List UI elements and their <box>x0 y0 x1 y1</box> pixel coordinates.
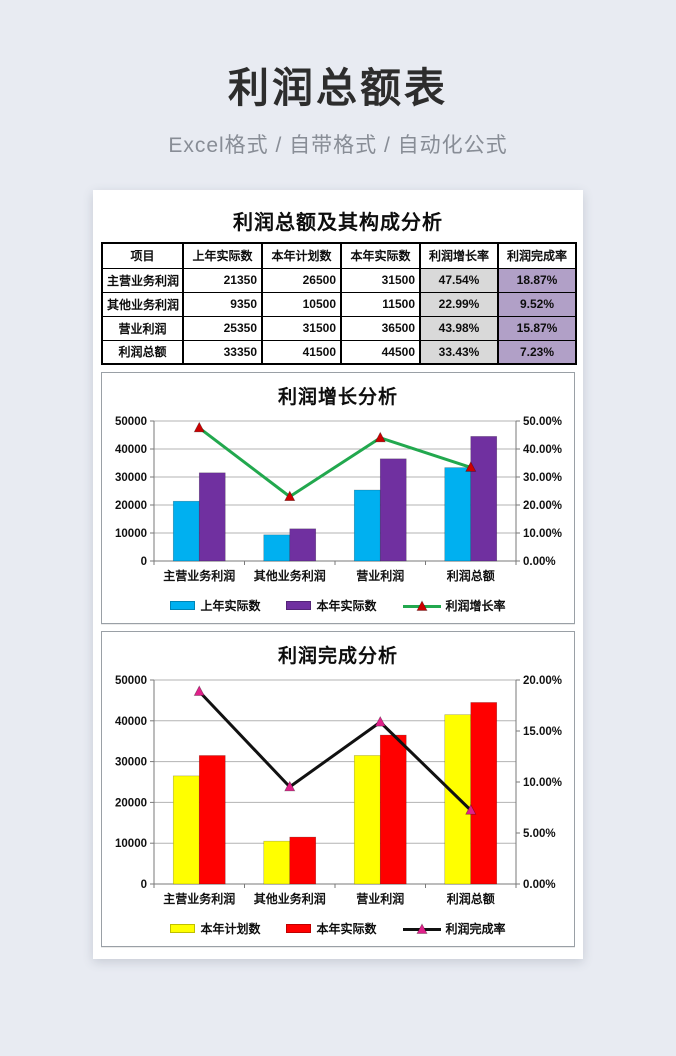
cell-plan: 31500 <box>261 315 342 341</box>
profit-completion-chart-title: 利润完成分析 <box>277 646 398 667</box>
table-title: 利润总额及其构成分析 <box>233 212 443 234</box>
header-item: 项目 <box>101 242 184 269</box>
table-header-row: 项目 上年实际数 本年计划数 本年实际数 利润增长率 利润完成率 <box>101 242 577 269</box>
legend-item: 本年计划数 <box>170 920 260 937</box>
cell-completion: 7.23% <box>497 339 577 365</box>
table-row: 利润总额 33350 41500 44500 33.43% 7.23% <box>101 339 577 365</box>
svg-text:20.00%: 20.00% <box>523 675 562 687</box>
legend-label: 本年实际数 <box>316 599 377 613</box>
profit-growth-chart-box: 利润增长分析 0 10000 20000 30000 40000 50000 0.00% 10… <box>101 372 575 624</box>
cell-actual: 11500 <box>340 291 421 317</box>
header-prev: 上年实际数 <box>182 242 263 269</box>
legend-label: 本年计划数 <box>200 922 261 936</box>
cell-completion: 15.87% <box>497 315 577 341</box>
cell-completion: 18.87% <box>497 267 577 293</box>
svg-text:利润总额: 利润总额 <box>447 891 495 906</box>
svg-text:40000: 40000 <box>115 716 147 728</box>
cell-growth: 43.98% <box>419 315 499 341</box>
cell-growth: 22.99% <box>419 291 499 317</box>
table-row: 其他业务利润 9350 10500 11500 22.99% 9.52% <box>101 291 577 317</box>
svg-text:50.00%: 50.00% <box>523 416 562 428</box>
svg-text:0: 0 <box>141 879 147 891</box>
svg-text:20.00%: 20.00% <box>523 500 562 512</box>
cell-actual: 44500 <box>340 339 421 365</box>
profit-completion-chart: 0 10000 20000 30000 40000 50000 0.00% 5.00% 10.0… <box>115 675 562 906</box>
svg-text:30.00%: 30.00% <box>523 472 562 484</box>
svg-text:10.00%: 10.00% <box>523 528 562 540</box>
svg-text:10000: 10000 <box>115 838 147 850</box>
svg-text:20000: 20000 <box>115 797 147 809</box>
cell-growth: 47.54% <box>419 267 499 293</box>
header-growth: 利润增长率 <box>419 242 499 269</box>
profit-growth-chart: 0 10000 20000 30000 40000 50000 0.00% 10.00% 20.… <box>115 416 562 583</box>
legend-swatch-ff0000 <box>286 924 312 933</box>
legend-item: 上年实际数 <box>170 597 260 614</box>
cell-prev: 25350 <box>182 315 263 341</box>
page-title: 利润总额表 <box>228 65 448 111</box>
table-row: 营业利润 25350 31500 36500 43.98% 15.87% <box>101 315 577 341</box>
page-subtitle: Excel格式 / 自带格式 / 自动化公式 <box>168 134 508 157</box>
cell-prev: 21350 <box>182 267 263 293</box>
legend-line-marker-icon <box>402 922 441 934</box>
svg-text:营业利润: 营业利润 <box>356 891 404 906</box>
legend-label: 利润完成率 <box>445 922 506 936</box>
cell-plan: 41500 <box>261 339 342 365</box>
svg-text:10000: 10000 <box>115 528 147 540</box>
cell-prev: 33350 <box>182 339 263 365</box>
svg-text:30000: 30000 <box>115 757 147 769</box>
svg-text:15.00%: 15.00% <box>523 726 562 738</box>
legend-swatch-7030a0 <box>286 601 312 610</box>
svg-text:其他业务利润: 其他业务利润 <box>254 568 326 583</box>
profit-table: 项目 上年实际数 本年计划数 本年实际数 利润增长率 利润完成率 主营业务利润 … <box>101 242 577 365</box>
profit-completion-chart-box: 利润完成分析 0 10000 20000 30000 40000 50000 0.00% 5.… <box>101 631 575 947</box>
cell-item: 其他业务利润 <box>101 291 184 317</box>
svg-text:0.00%: 0.00% <box>523 556 556 568</box>
svg-text:0.00%: 0.00% <box>523 879 556 891</box>
cell-plan: 26500 <box>261 267 342 293</box>
svg-text:主营业务利润: 主营业务利润 <box>163 891 235 906</box>
profit-completion-chart-legend: 本年计划数 本年实际数 利润完成率 <box>102 920 574 937</box>
cell-item: 主营业务利润 <box>101 267 184 293</box>
cell-actual: 31500 <box>340 267 421 293</box>
page-header: 利润总额表 Excel格式 / 自带格式 / 自动化公式 <box>0 0 676 159</box>
legend-swatch-ffff00 <box>170 924 196 933</box>
header-actual: 本年实际数 <box>340 242 421 269</box>
cell-completion: 9.52% <box>497 291 577 317</box>
header-plan: 本年计划数 <box>261 242 342 269</box>
svg-text:5.00%: 5.00% <box>523 828 556 840</box>
svg-text:40.00%: 40.00% <box>523 444 562 456</box>
profit-growth-chart-legend: 上年实际数 本年实际数 利润增长率 <box>102 597 574 614</box>
legend-label: 本年实际数 <box>316 922 377 936</box>
cell-growth: 33.43% <box>419 339 499 365</box>
legend-line-marker-icon <box>402 599 441 611</box>
svg-text:40000: 40000 <box>115 444 147 456</box>
svg-text:0: 0 <box>141 556 147 568</box>
profit-growth-chart-title: 利润增长分析 <box>277 387 398 408</box>
svg-text:其他业务利润: 其他业务利润 <box>254 891 326 906</box>
legend-item: 利润增长率 <box>402 597 506 614</box>
legend-label: 利润增长率 <box>445 599 506 613</box>
svg-text:50000: 50000 <box>115 416 147 428</box>
header-completion: 利润完成率 <box>497 242 577 269</box>
svg-text:营业利润: 营业利润 <box>356 568 404 583</box>
cell-item: 营业利润 <box>101 315 184 341</box>
svg-text:20000: 20000 <box>115 500 147 512</box>
sheet-card: 利润总额及其构成分析 项目 上年实际数 本年计划数 本年实际数 利润增长率 利润… <box>93 190 583 959</box>
cell-item: 利润总额 <box>101 339 184 365</box>
cell-prev: 9350 <box>182 291 263 317</box>
cell-actual: 36500 <box>340 315 421 341</box>
legend-item: 利润完成率 <box>402 920 506 937</box>
cell-plan: 10500 <box>261 291 342 317</box>
table-row: 主营业务利润 21350 26500 31500 47.54% 18.87% <box>101 267 577 293</box>
svg-text:利润总额: 利润总额 <box>447 568 495 583</box>
legend-label: 上年实际数 <box>200 599 261 613</box>
legend-item: 本年实际数 <box>286 597 377 614</box>
svg-text:30000: 30000 <box>115 472 147 484</box>
legend-item: 本年实际数 <box>286 920 377 937</box>
svg-text:10.00%: 10.00% <box>523 777 562 789</box>
svg-text:主营业务利润: 主营业务利润 <box>163 568 235 583</box>
svg-text:50000: 50000 <box>115 675 147 687</box>
legend-swatch-00b0f0 <box>170 601 196 610</box>
